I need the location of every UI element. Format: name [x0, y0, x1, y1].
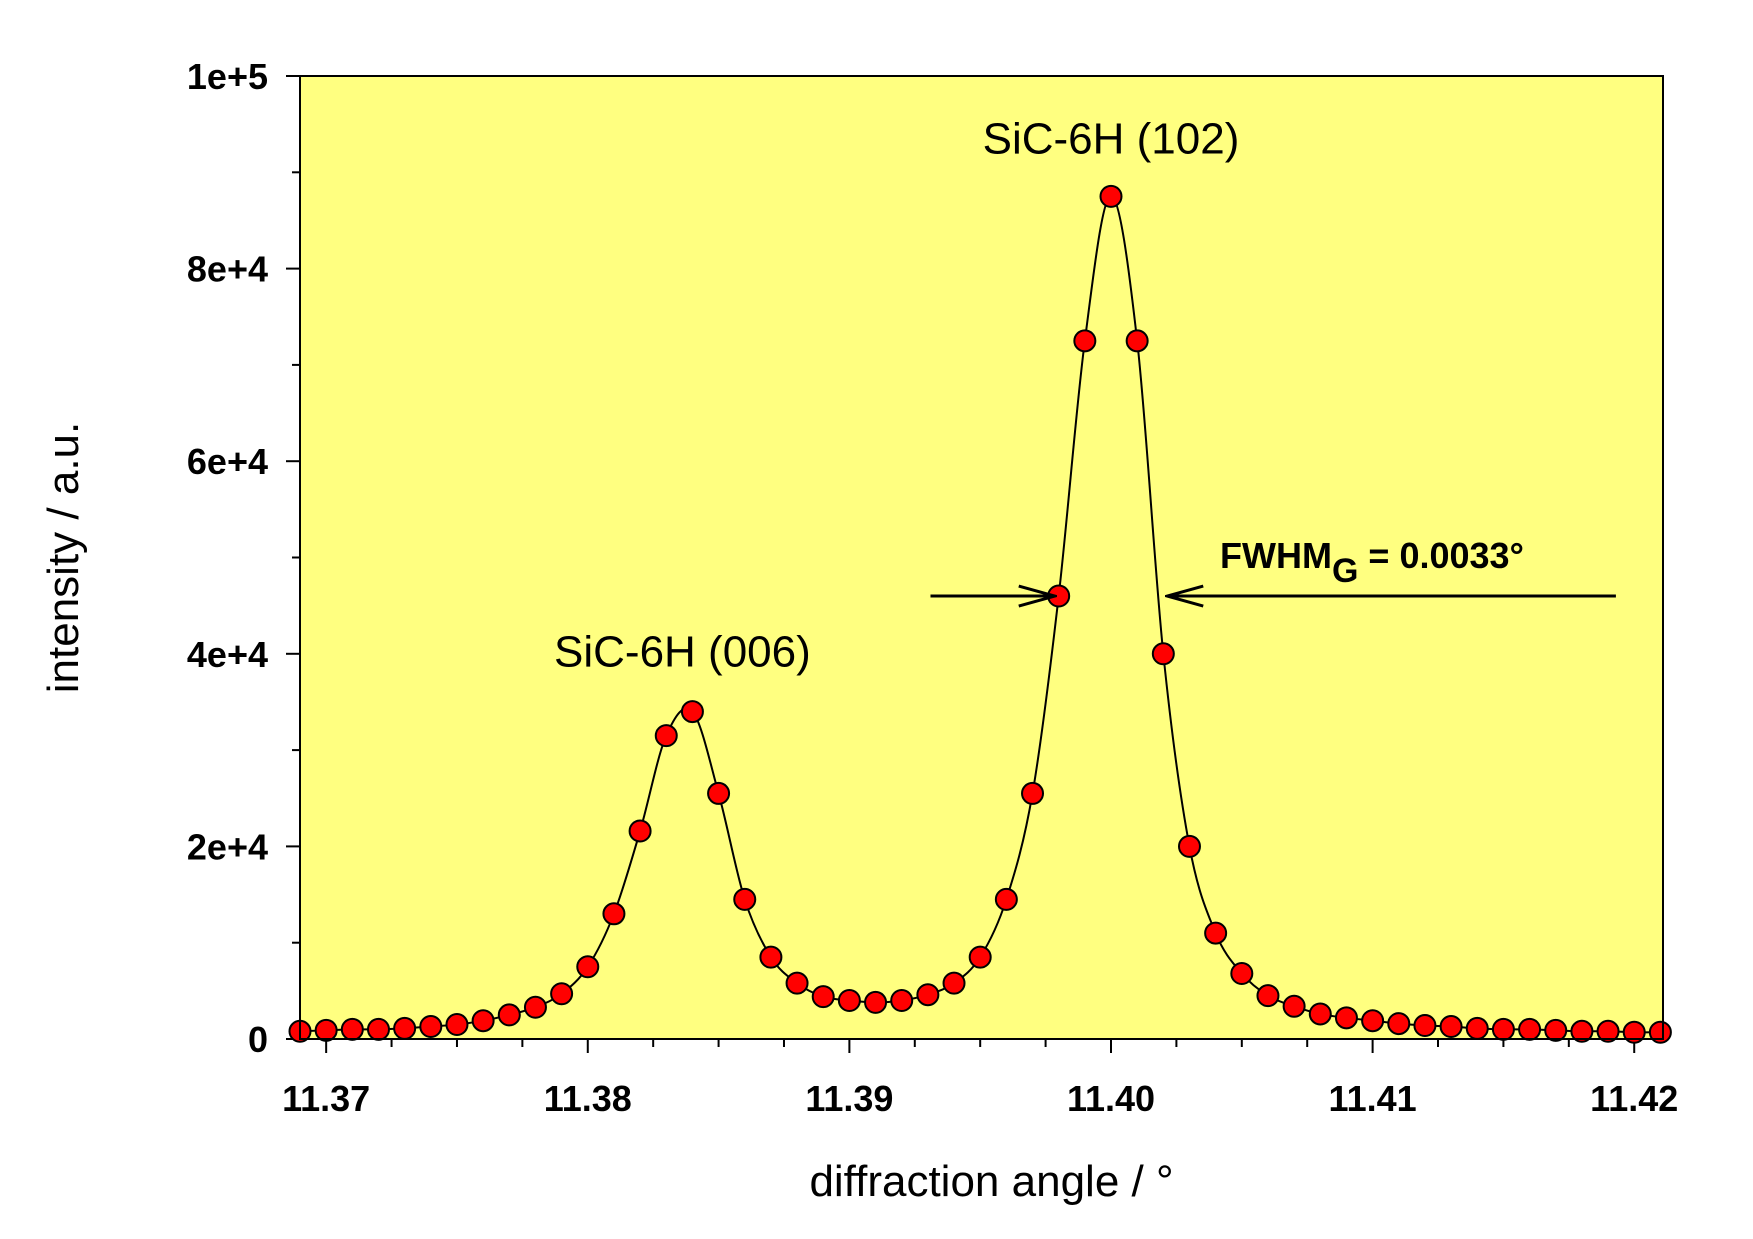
data-point	[1439, 1014, 1463, 1038]
data-point	[497, 1003, 521, 1027]
data-point	[419, 1014, 443, 1038]
fwhm-subscript: G	[1332, 552, 1358, 590]
y-tick-label: 4e+4	[187, 634, 268, 675]
data-point	[628, 819, 652, 843]
data-point	[576, 955, 600, 979]
data-points	[288, 184, 1672, 1044]
data-point	[1387, 1012, 1411, 1036]
y-tick-label: 1e+5	[187, 56, 268, 97]
data-point	[523, 995, 547, 1019]
data-point	[1648, 1020, 1672, 1044]
data-point	[1570, 1019, 1594, 1043]
x-axis-ticks: 11.37 11.38 11.39 11.40 11.41 11.42	[282, 1039, 1678, 1119]
data-point	[1361, 1009, 1385, 1033]
data-point	[445, 1013, 469, 1037]
fwhm-main: FWHM	[1220, 535, 1332, 576]
fwhm-value: = 0.0033°	[1358, 535, 1524, 576]
data-point	[942, 971, 966, 995]
data-point	[916, 983, 940, 1007]
data-point	[1308, 1002, 1332, 1026]
data-point	[994, 887, 1018, 911]
data-point	[968, 945, 992, 969]
x-axis-title: diffraction angle / °	[809, 1157, 1173, 1206]
x-tick-label: 11.39	[805, 1078, 893, 1119]
data-point	[1622, 1020, 1646, 1044]
data-point	[602, 902, 626, 926]
data-point	[707, 781, 731, 805]
data-point	[1596, 1019, 1620, 1043]
peak-label-006: SiC-6H (006)	[554, 628, 811, 677]
data-point	[1125, 329, 1149, 353]
data-point	[340, 1017, 364, 1041]
data-point	[811, 985, 835, 1009]
plot-frame	[299, 75, 1664, 1040]
data-point	[471, 1009, 495, 1033]
peak-label-102: SiC-6H (102)	[983, 114, 1240, 163]
data-point	[1413, 1014, 1437, 1038]
data-point	[550, 982, 574, 1006]
data-point	[1518, 1017, 1542, 1041]
data-point	[1230, 962, 1254, 986]
data-point	[733, 887, 757, 911]
data-point	[1465, 1016, 1489, 1040]
data-point	[1073, 329, 1097, 353]
data-point	[393, 1016, 417, 1040]
data-point	[1151, 642, 1175, 666]
data-point	[1491, 1017, 1515, 1041]
y-axis-ticks: 0 2e+4 4e+4 6e+4 8e+4 1e+5	[187, 56, 300, 1060]
y-tick-label: 8e+4	[187, 249, 268, 290]
data-point	[1334, 1006, 1358, 1030]
y-tick-label: 6e+4	[187, 441, 268, 482]
x-tick-label: 11.37	[282, 1078, 370, 1119]
data-point	[1177, 834, 1201, 858]
data-point	[366, 1017, 390, 1041]
data-point	[759, 945, 783, 969]
x-tick-label: 11.40	[1067, 1078, 1155, 1119]
data-point	[654, 724, 678, 748]
data-point	[837, 988, 861, 1012]
data-point	[785, 971, 809, 995]
data-point	[314, 1018, 338, 1042]
data-point	[1282, 994, 1306, 1018]
data-point	[1544, 1018, 1568, 1042]
fwhm-annotation: FWHMG = 0.0033°	[1220, 535, 1524, 590]
data-point	[1256, 984, 1280, 1008]
data-point	[864, 990, 888, 1014]
plot-area	[300, 76, 1663, 1039]
data-point	[680, 700, 704, 724]
y-tick-label: 2e+4	[187, 826, 268, 867]
data-point	[1204, 921, 1228, 945]
y-tick-label: 0	[248, 1019, 268, 1060]
data-point	[1021, 781, 1045, 805]
x-tick-label: 11.38	[544, 1078, 632, 1119]
y-axis-title: intensity / a.u.	[39, 422, 88, 693]
x-tick-label: 11.42	[1590, 1078, 1678, 1119]
data-point	[1099, 184, 1123, 208]
data-point	[890, 988, 914, 1012]
x-tick-label: 11.41	[1329, 1078, 1417, 1119]
